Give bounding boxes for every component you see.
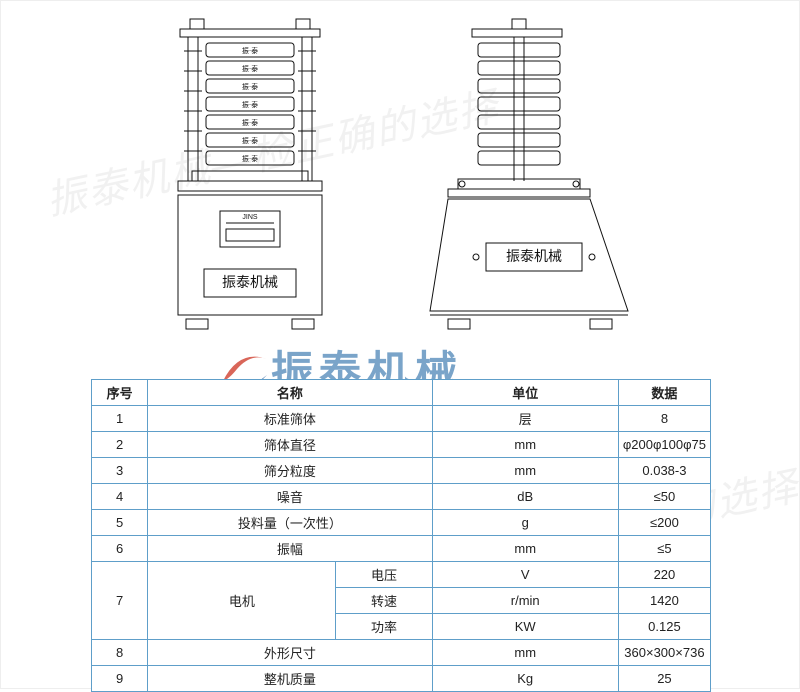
side-machine-label: 振泰机械 <box>506 249 562 265</box>
cell-subname: 功率 <box>336 614 432 640</box>
cell-name: 投料量（一次性） <box>148 510 432 536</box>
cell-name: 外形尺寸 <box>148 640 432 666</box>
table-row-motor: 7 电机 电压 V 220 <box>92 562 711 588</box>
spec-table: 序号 名称 单位 数据 1 标准筛体 层 8 2 筛体直径 mm φ200φ10… <box>91 379 711 692</box>
cell-unit: mm <box>432 640 618 666</box>
cell-name: 筛体直径 <box>148 432 432 458</box>
diagram-area: 振·泰 振·泰 振·泰 振·泰 振·泰 振·泰 振·泰 JINS 振泰机械 <box>1 11 799 361</box>
cell-name: 电机 <box>148 562 336 640</box>
layer-label: 振·泰 <box>242 100 258 109</box>
cell-name: 整机质量 <box>148 666 432 692</box>
layer-label: 振·泰 <box>242 82 258 91</box>
cell-data: 0.038-3 <box>618 458 710 484</box>
layer-label: 振·泰 <box>242 118 258 127</box>
cell-unit: V <box>432 562 618 588</box>
cell-data: 25 <box>618 666 710 692</box>
cell-unit: dB <box>432 484 618 510</box>
cell-unit: mm <box>432 432 618 458</box>
table-row: 5 投料量（一次性） g ≤200 <box>92 510 711 536</box>
col-name: 名称 <box>148 380 432 406</box>
cell-idx: 5 <box>92 510 148 536</box>
panel-top-text: JINS <box>242 214 258 221</box>
cell-idx: 1 <box>92 406 148 432</box>
cell-unit: mm <box>432 458 618 484</box>
cell-unit: mm <box>432 536 618 562</box>
cell-unit: Kg <box>432 666 618 692</box>
layer-label: 振·泰 <box>242 136 258 145</box>
page-canvas: 振泰机械—检正确的选择 振泰机械—检正确的选择 <box>0 0 800 689</box>
layer-label: 振·泰 <box>242 46 258 55</box>
cell-idx: 9 <box>92 666 148 692</box>
cell-data: ≤50 <box>618 484 710 510</box>
cell-data: 1420 <box>618 588 710 614</box>
table-row: 4 噪音 dB ≤50 <box>92 484 711 510</box>
cell-name: 噪音 <box>148 484 432 510</box>
table-row: 9 整机质量 Kg 25 <box>92 666 711 692</box>
cell-idx: 8 <box>92 640 148 666</box>
col-data: 数据 <box>618 380 710 406</box>
cell-unit: 层 <box>432 406 618 432</box>
layer-label: 振·泰 <box>242 154 258 163</box>
diagram-front: 振·泰 振·泰 振·泰 振·泰 振·泰 振·泰 振·泰 JINS 振泰机械 <box>140 11 360 351</box>
layer-label: 振·泰 <box>242 64 258 73</box>
cell-data: 0.125 <box>618 614 710 640</box>
cell-unit: KW <box>432 614 618 640</box>
table-row: 3 筛分粒度 mm 0.038-3 <box>92 458 711 484</box>
cell-data: ≤5 <box>618 536 710 562</box>
table-row: 6 振幅 mm ≤5 <box>92 536 711 562</box>
cell-subname: 转速 <box>336 588 432 614</box>
cell-unit: r/min <box>432 588 618 614</box>
cell-subname: 电压 <box>336 562 432 588</box>
table-header-row: 序号 名称 单位 数据 <box>92 380 711 406</box>
cell-idx: 7 <box>92 562 148 640</box>
table-row: 2 筛体直径 mm φ200φ100φ75 <box>92 432 711 458</box>
cell-data: 220 <box>618 562 710 588</box>
cell-name: 筛分粒度 <box>148 458 432 484</box>
cell-unit: g <box>432 510 618 536</box>
cell-data: ≤200 <box>618 510 710 536</box>
cell-idx: 3 <box>92 458 148 484</box>
cell-name: 标准筛体 <box>148 406 432 432</box>
table-row: 8 外形尺寸 mm 360×300×736 <box>92 640 711 666</box>
col-idx: 序号 <box>92 380 148 406</box>
cell-data: 8 <box>618 406 710 432</box>
diagram-side: 振泰机械 <box>400 11 660 351</box>
cell-idx: 6 <box>92 536 148 562</box>
col-unit: 单位 <box>432 380 618 406</box>
front-machine-label: 振泰机械 <box>222 275 278 291</box>
cell-idx: 4 <box>92 484 148 510</box>
cell-idx: 2 <box>92 432 148 458</box>
cell-name: 振幅 <box>148 536 432 562</box>
cell-data: φ200φ100φ75 <box>618 432 710 458</box>
table-row: 1 标准筛体 层 8 <box>92 406 711 432</box>
cell-data: 360×300×736 <box>618 640 710 666</box>
